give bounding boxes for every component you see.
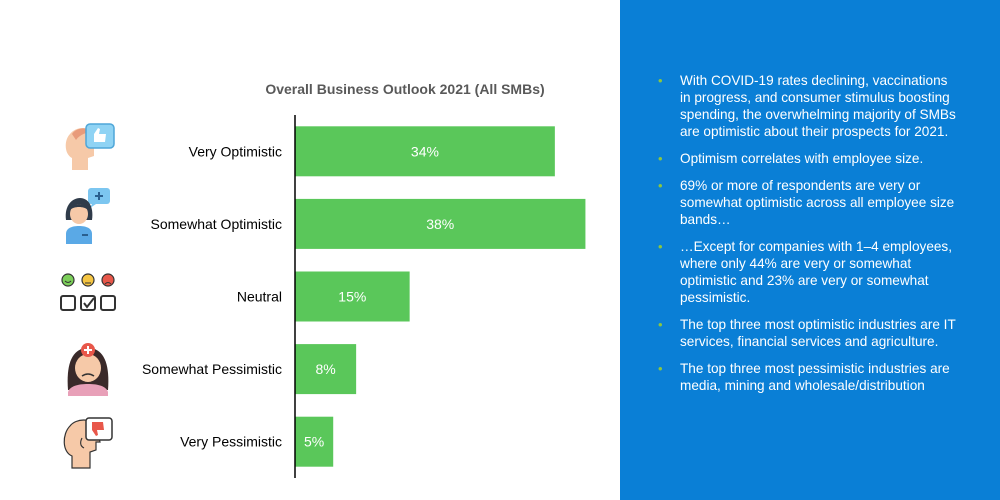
insight-item: • The top three most optimistic industrie… — [656, 316, 956, 350]
woman-with-plus-chat-icon — [58, 186, 118, 246]
thumbs-up-head-icon — [58, 120, 118, 180]
category-label: Very Optimistic — [189, 143, 282, 159]
insight-item: • 69% or more of respondents are very or … — [656, 177, 956, 228]
data-label: 38% — [426, 216, 454, 232]
thumbs-down-head-icon — [58, 412, 118, 472]
category-label: Very Pessimistic — [180, 434, 282, 450]
bullet-dot: • — [658, 178, 663, 193]
bullet-dot: • — [658, 151, 663, 166]
bar-somewhat-optimistic — [295, 198, 586, 249]
data-label: 34% — [411, 143, 439, 159]
bullet-dot: • — [658, 317, 663, 332]
bar-very-optimistic — [295, 126, 555, 177]
bar-very-pessimistic — [295, 416, 334, 467]
insight-item: • With COVID-19 rates declining, vaccinat… — [656, 72, 956, 140]
bar-neutral — [295, 271, 410, 322]
insight-text: …Except for companies with 1–4 employees… — [680, 239, 953, 305]
bullet-dot: • — [658, 73, 663, 88]
insight-text: With COVID-19 rates declining, vaccinati… — [680, 73, 956, 139]
insight-text: 69% or more of respondents are very or s… — [680, 178, 955, 227]
bullet-dot: • — [658, 361, 663, 376]
bar-chart: 34% Very Optimistic 38% Somewhat Optimistic… — [142, 115, 586, 478]
insight-text: The top three most pessimistic industrie… — [680, 361, 950, 393]
insight-item: • …Except for companies with 1–4 employee… — [656, 238, 956, 306]
bar-somewhat-pessimistic — [295, 344, 357, 395]
insight-text: The top three most optimistic industries… — [680, 317, 956, 349]
insights-panel — [620, 0, 1000, 500]
insight-item: • The top three most pessimistic industri… — [656, 360, 956, 394]
data-label: 5% — [304, 434, 324, 450]
survey-faces-checklist-icon — [58, 268, 118, 328]
category-label: Somewhat Optimistic — [151, 216, 282, 232]
chart-title: Overall Business Outlook 2021 (All SMBs) — [265, 81, 545, 97]
worried-woman-icon — [62, 338, 122, 398]
bullet-dot: • — [658, 239, 663, 254]
insights-list: • With COVID-19 rates declining, vaccinat… — [656, 72, 956, 404]
category-label: Somewhat Pessimistic — [142, 361, 282, 377]
insight-text: Optimism correlates with employee size. — [680, 151, 924, 166]
data-label: 15% — [338, 289, 366, 305]
chart-panel: Overall Business Outlook 2021 (All SMBs)… — [58, 81, 586, 478]
category-label: Neutral — [237, 289, 282, 305]
data-label: 8% — [315, 361, 335, 377]
insight-item: • Optimism correlates with employee size. — [656, 150, 956, 167]
